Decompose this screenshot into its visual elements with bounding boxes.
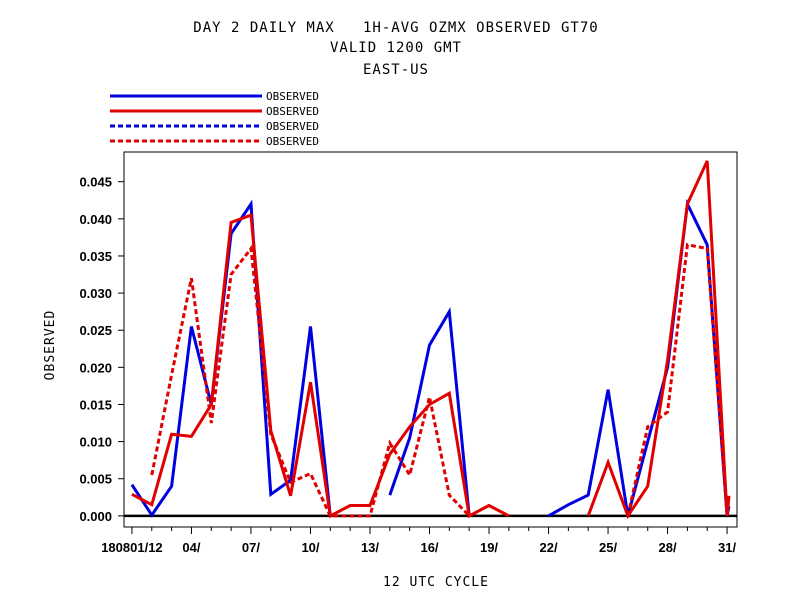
chart-title-line-1: DAY 2 DAILY MAX 1H-AVG OZMX OBSERVED GT7…: [193, 20, 599, 36]
x-tick-label: 04/: [182, 540, 200, 555]
legend-label: OBSERVED: [266, 135, 319, 148]
x-tick-label: 10/: [301, 540, 319, 555]
plot-frame: [123, 151, 738, 528]
y-tick-label: 0.040: [79, 212, 112, 227]
chart-title-line-2: VALID 1200 GMT: [329, 40, 462, 56]
y-tick-label: 0.005: [79, 472, 112, 487]
x-tick-label: 25/: [599, 540, 617, 555]
x-tick-label: 07/: [242, 540, 260, 555]
x-tick-label: 22/: [539, 540, 557, 555]
y-axis: 0.000 0.005 0.010 0.015 0.020 0.025 0.030 0.035…: [79, 175, 124, 524]
x-tick-label: 28/: [659, 540, 677, 555]
y-tick-label: 0.000: [79, 509, 112, 524]
y-tick-label: 0.045: [79, 175, 112, 190]
y-tick-label: 0.025: [79, 323, 112, 338]
y-axis-label: OBSERVED: [43, 310, 58, 381]
series-layer: [130, 160, 731, 520]
legend-label: OBSERVED: [266, 120, 319, 133]
x-tick-label: 19/: [480, 540, 498, 555]
x-tick-label: 13/: [361, 540, 379, 555]
x-tick-label: 31/: [718, 540, 736, 555]
y-tick-label: 0.015: [79, 397, 112, 412]
legend: OBSERVED OBSERVED OBSERVED OBSERVED: [110, 90, 319, 148]
legend-label: OBSERVED: [266, 105, 319, 118]
legend-label: OBSERVED: [266, 90, 319, 103]
y-tick-label: 0.020: [79, 360, 112, 375]
x-axis-label: 12 UTC CYCLE: [383, 575, 489, 590]
x-tick-label: 16/: [420, 540, 438, 555]
x-axis: 180801/12 04/07/10/13/16/19/22/25/28/31/: [101, 527, 737, 555]
y-tick-label: 0.010: [79, 435, 112, 450]
chart-title-line-3: EAST-US: [362, 62, 429, 78]
y-tick-label: 0.030: [79, 286, 112, 301]
x-tick-label: 180801/12: [101, 540, 162, 555]
series-line-2: [131, 160, 731, 520]
series-line-4: [150, 243, 729, 518]
y-tick-label: 0.035: [79, 249, 112, 264]
